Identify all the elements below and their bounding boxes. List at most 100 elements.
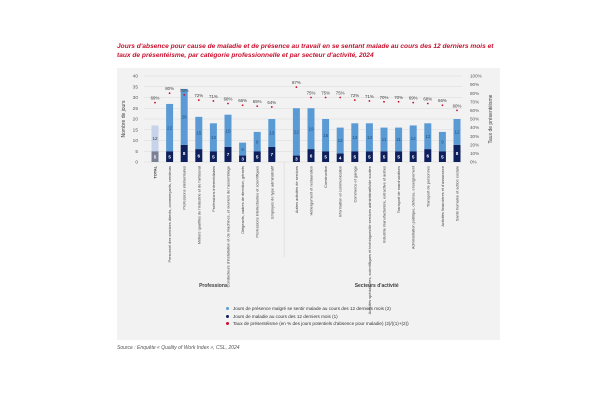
rate-label: 75% [336, 91, 345, 96]
bar-absence [380, 151, 388, 162]
bar-label-absence: 5 [354, 154, 357, 159]
rate-marker [383, 100, 385, 103]
y-tick-label: 35 [133, 84, 139, 90]
rate-marker [227, 102, 229, 105]
bar-label-absence: 6 [198, 153, 201, 158]
bar-label-absence: 7 [271, 152, 274, 157]
rate-label: 71% [365, 94, 374, 99]
rate-label: 66% [438, 98, 447, 103]
legend-item-rate: Taux de présentéisme (en % des jours pot… [226, 320, 409, 328]
x-tick-label: Professions intermédiaires [211, 166, 216, 212]
rate-label: 69% [409, 96, 418, 101]
legend-label-rate: Taux de présentéisme (en % des jours pot… [233, 321, 409, 326]
bar-label-absence: 5 [397, 154, 400, 159]
bar-presence [224, 114, 232, 147]
rate-label: 78% [180, 88, 189, 93]
x-tick-label: TOTAL [153, 165, 158, 178]
source-note: Source : Enquête « Quality of Work Index… [117, 345, 240, 351]
y2-tick-label: 100% [470, 74, 482, 79]
y2-tick-label: 10% [470, 151, 479, 156]
bar-absence [351, 151, 359, 162]
bar-presence [365, 123, 373, 152]
y2-tick-label: 50% [470, 117, 479, 122]
x-tick-label: Professions intellectuelles et scientifi… [255, 166, 260, 238]
bar-label-absence: 5 [256, 154, 259, 159]
bar-absence [322, 151, 330, 162]
bar-absence [336, 153, 344, 162]
rate-marker [412, 101, 415, 104]
bar-absence [453, 144, 461, 162]
x-tick-label: Administration publique, défense, enseig… [411, 165, 416, 249]
bar-absence [253, 151, 261, 162]
x-tick-label: Dirigeants, cadres de direction, gérants [240, 166, 245, 234]
bar-presence [351, 123, 359, 152]
y-tick-label: 30 [133, 95, 139, 101]
x-tick-label: Métiers qualifiés de l'industrie et de l… [196, 165, 201, 244]
rate-marker [441, 104, 444, 107]
y-tick-label: 5 [135, 149, 138, 155]
bar-label-presence: 13 [269, 131, 275, 136]
rate-marker [456, 109, 458, 112]
x-tick-label: Commerce et garage [352, 166, 357, 203]
bar-presence [151, 125, 159, 152]
bar-presence [292, 108, 300, 156]
rate-marker [154, 101, 156, 104]
bar-label-presence: 6 [241, 147, 244, 152]
bar-absence [438, 151, 446, 162]
rate-marker [368, 100, 371, 102]
bar-label-presence: 15 [225, 129, 231, 134]
bar-label-presence: 12 [411, 136, 417, 141]
bar-label-presence: 12 [338, 138, 344, 143]
bar-absence [209, 151, 217, 162]
bar-absence [409, 151, 417, 162]
rate-marker [397, 100, 400, 103]
rate-label: 71% [209, 94, 218, 99]
x-tick-label: Information et communication [338, 166, 343, 217]
rate-marker [197, 99, 200, 101]
rate-label: 72% [194, 93, 203, 98]
y-tick-label: 40 [133, 74, 139, 80]
bar-presence [180, 88, 188, 145]
bar-label-presence: 12 [454, 130, 460, 135]
bar-label-absence: 5 [324, 154, 327, 159]
bar-presence [380, 127, 388, 152]
x-tick-label: Santé humaine et action sociale [455, 166, 460, 221]
x-tick-label: Activités spécialisées, scientifiques et… [367, 166, 372, 314]
bar-presence [409, 125, 417, 152]
bar-presence [239, 142, 247, 156]
x-tick-label: Construction [323, 166, 328, 188]
x-tick-label: Employés de type administratif [269, 165, 274, 219]
y2-tick-label: 90% [470, 82, 479, 87]
bar-presence [268, 119, 276, 147]
rate-marker [295, 86, 298, 89]
bar-presence [438, 131, 446, 152]
bar-label-absence: 5 [212, 154, 215, 159]
x-tick-label: Industrie manufacturière, extractive et … [382, 166, 387, 243]
bar-absence [307, 149, 315, 162]
bar-absence [151, 151, 159, 162]
bar-absence [292, 155, 300, 162]
legend-swatch-rate [226, 322, 229, 326]
rate-label: 72% [350, 93, 359, 98]
y2-tick-label: 0% [470, 160, 477, 165]
y2-tick-label: 30% [470, 134, 479, 139]
rate-marker [241, 104, 244, 107]
rate-marker [426, 102, 429, 105]
x-tick-label: Transport de personnes [425, 166, 430, 207]
bar-presence [424, 123, 432, 150]
bar-absence [195, 149, 203, 162]
bar-label-absence: 8 [456, 151, 459, 156]
bar-label-presence: 15 [196, 131, 202, 136]
bar-label-presence: 12 [152, 136, 158, 141]
bar-presence [336, 127, 344, 154]
legend-label-presence: Jours de présence malgré se sentir malad… [233, 306, 391, 311]
y2-tick-label: 40% [470, 125, 479, 130]
legend-swatch-presence [226, 307, 229, 311]
rate-marker [310, 96, 312, 99]
rate-label: 70% [380, 95, 389, 100]
rate-marker [353, 99, 356, 101]
y-tick-label: 25 [133, 106, 139, 112]
x-tick-label: Transport de marchandises [396, 166, 401, 213]
bar-label-absence: 5 [383, 154, 386, 159]
bar-label-absence: 6 [310, 153, 313, 158]
